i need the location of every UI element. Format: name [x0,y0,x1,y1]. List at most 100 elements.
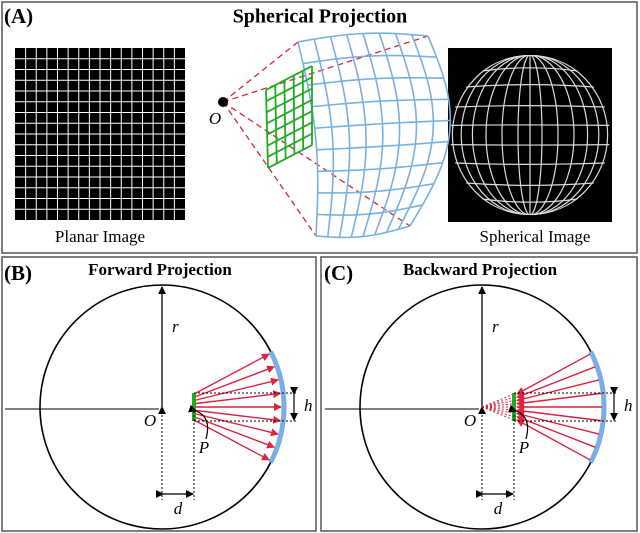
sphere-grid [374,32,401,236]
sphere-grid [315,225,411,239]
sphere-grid [316,204,423,216]
meridian [471,55,589,215]
panel-b: (B) Forward Projection r Oh d P [4,260,313,530]
panel-b-frame [1,256,317,532]
ray [516,379,600,403]
ray [516,419,591,461]
projection-ray [222,101,317,237]
ray [193,419,270,461]
sphere-grid [314,119,451,130]
dashed-ray [481,396,515,408]
dashed-ray [481,393,515,408]
origin-label: O [464,411,476,430]
radius-label: r [492,317,499,336]
meridian [501,55,559,215]
dashed-ray [481,400,515,408]
projected-arc [268,350,287,464]
dashed-ray [481,406,515,411]
plane-grid [265,76,313,102]
sphere-grid [362,33,384,237]
projection-ray [222,35,429,103]
plane-grid [283,80,287,159]
parallel [465,182,595,186]
panel-c: (C) Backward Projection r Oh d P [324,260,633,530]
radius-label: r [172,317,179,336]
parallel [504,55,556,60]
plane-grid [274,85,278,164]
panel-title: Backward Projection [403,260,558,279]
ray [516,415,596,448]
dashed-ray [481,406,515,418]
ray [193,390,282,405]
panel-label: (B) [4,261,32,285]
ray [516,392,602,407]
sphere-grid [317,161,443,173]
ray [193,412,279,437]
dashed-ray [481,403,515,408]
sphere-grid [302,54,437,65]
sphere-grid [297,32,429,43]
sphere-grid [409,35,452,227]
point-label: P [518,438,529,457]
pointer [508,404,529,440]
plane-grid [267,144,313,169]
parallel [504,210,556,215]
sphere-grid [385,33,418,233]
plane-grid [265,65,313,91]
panel-a-frame [1,1,638,254]
spherical-grid [450,55,610,215]
sphere-grid [313,38,335,237]
panel-title: Forward Projection [88,260,232,279]
height-label: h [304,396,313,415]
panel-label: (A) [4,4,33,28]
panel-c-frame [320,256,638,532]
parallel [465,84,595,88]
plane-grid [266,87,313,114]
distance-label: d [174,499,183,518]
projection-ray [222,101,411,227]
ray [193,353,270,395]
projected-arc [588,350,607,464]
sphere-grid [307,76,444,86]
sphere-grid [317,182,434,194]
projection-ray [222,41,299,103]
parallel [455,105,605,108]
panel-title: Spherical Projection [233,6,408,28]
dashed-ray [481,406,515,414]
plane-grid [266,110,313,136]
meridian [485,55,575,215]
sphere-grid [311,98,449,108]
ray [516,411,600,435]
ray [516,407,602,422]
caption: Planar Image [55,227,145,246]
ray [193,365,276,398]
sphere-grid [297,41,319,237]
meridian [451,55,609,215]
planar-grid [15,48,185,220]
dashed-ray [481,406,515,421]
sphere-grid [397,34,435,230]
distance-label: d [494,499,503,518]
parallel [481,198,579,203]
caption: Spherical Image [480,227,591,246]
sphere-grid [316,140,449,151]
plane-grid [292,75,296,155]
meridian [517,55,543,215]
height-label: h [624,396,633,415]
plane-grid [265,89,269,169]
parallel [455,162,605,165]
panel-label: (C) [324,261,353,285]
meridian [460,55,600,215]
plane-grid [266,99,313,125]
ray [516,366,596,399]
ray [516,353,591,395]
point-label: P [198,438,209,457]
ray [193,377,279,402]
origin-label: O [209,109,221,128]
plane-grid [267,121,313,147]
sphere-grid [345,34,367,238]
parallel [481,67,579,72]
plane-grid [267,132,313,158]
ray [193,409,282,424]
